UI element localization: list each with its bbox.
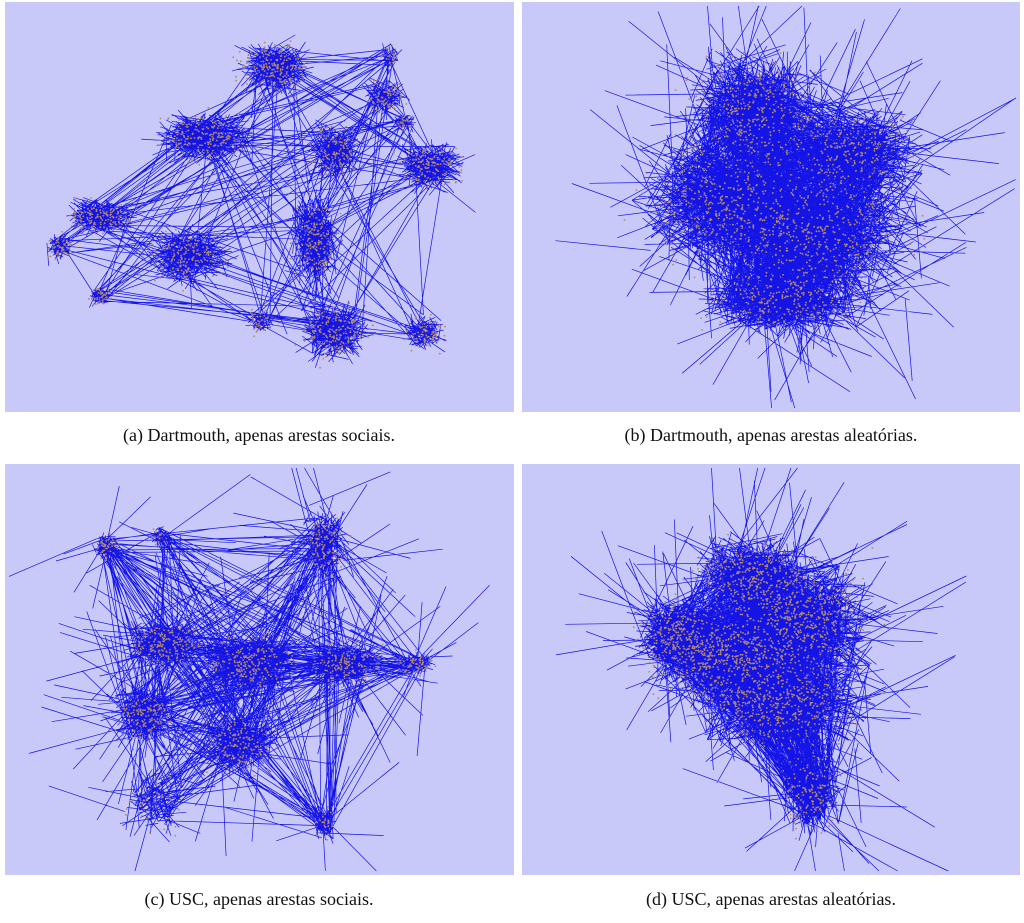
nodes [96, 502, 437, 841]
caption: (a) Dartmouth, apenas arestas sociais. [123, 425, 395, 446]
nodes [623, 45, 933, 347]
caption: (b) Dartmouth, apenas arestas aleatórias… [625, 425, 918, 446]
caption: (c) USC, apenas arestas sociais. [145, 889, 374, 910]
nodes [47, 40, 464, 369]
nodes [632, 533, 886, 840]
edges [8, 467, 490, 872]
network-drawings [8, 5, 1017, 872]
caption: (d) USC, apenas arestas aleatórias. [646, 889, 896, 910]
